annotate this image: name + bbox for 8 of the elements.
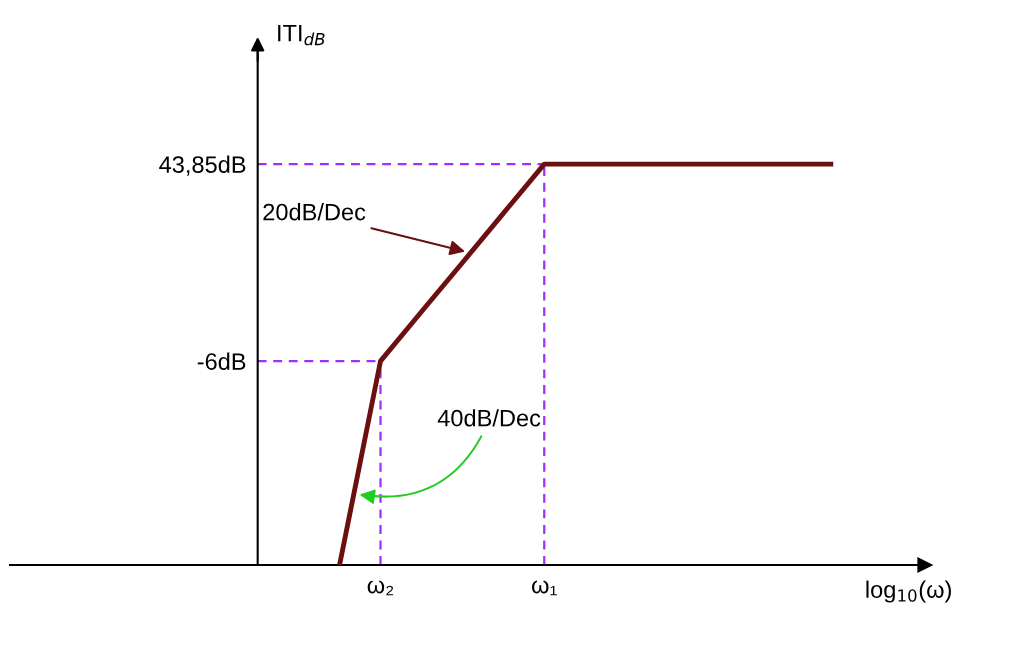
- x-tick-label: ω₁: [532, 580, 557, 596]
- annotation: 20dB/Dec: [263, 203, 366, 221]
- y-axis-title: ITI$_{dB}$: [278, 25, 325, 46]
- x-tick-label: ω₂: [367, 580, 394, 596]
- y-tick-label: -6dB: [197, 352, 246, 370]
- x-axis-title: log$_{10}$(ω): [866, 580, 951, 603]
- y-tick-label: 43,85dB: [159, 155, 246, 176]
- annotation: 40dB/Dec: [437, 409, 541, 427]
